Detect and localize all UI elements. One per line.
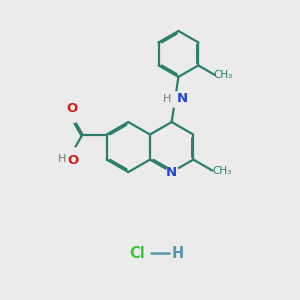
Text: CH₃: CH₃ xyxy=(214,70,233,80)
Text: H: H xyxy=(162,94,171,104)
Text: Cl: Cl xyxy=(129,246,145,261)
Text: O: O xyxy=(68,154,79,167)
Text: H: H xyxy=(172,246,184,261)
Text: O: O xyxy=(66,102,77,115)
Text: CH₃: CH₃ xyxy=(212,166,232,176)
Text: N: N xyxy=(177,92,188,105)
Text: H: H xyxy=(58,154,67,164)
Text: N: N xyxy=(166,166,177,178)
